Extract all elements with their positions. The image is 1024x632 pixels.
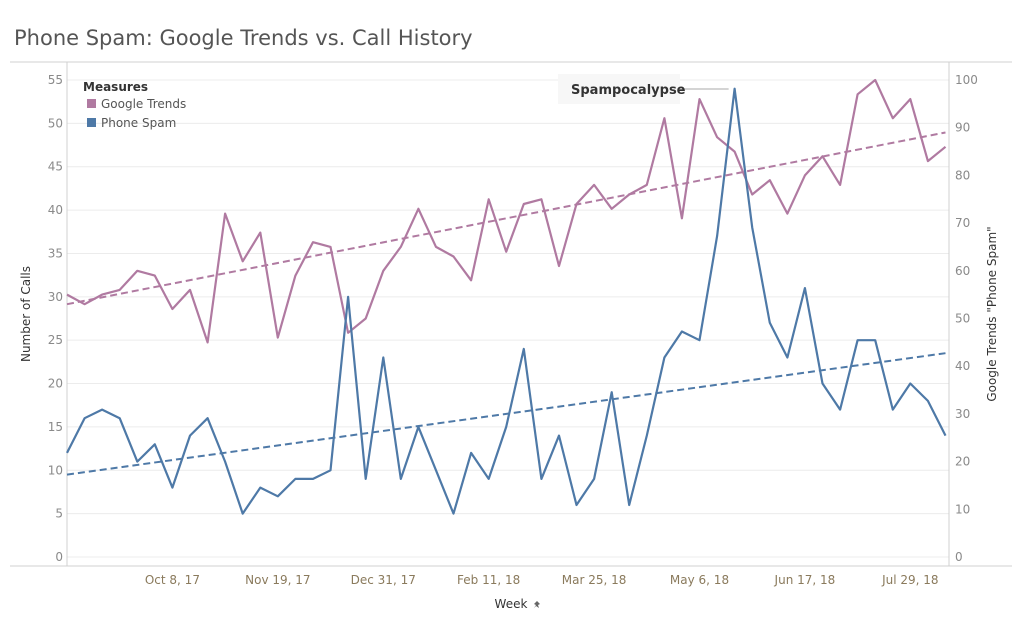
x-tick-label: Jun 17, 18 <box>774 573 836 587</box>
legend-swatch-phone-spam <box>87 118 96 127</box>
y-right-tick-label: 100 <box>955 73 978 87</box>
y-right-tick-label: 20 <box>955 455 970 469</box>
annotation: Spampocalypse <box>558 74 729 104</box>
y-left-tick-label: 15 <box>48 420 63 434</box>
legend-title: Measures <box>83 80 148 94</box>
y-right-tick-label: 10 <box>955 502 970 516</box>
gridlines <box>67 79 949 558</box>
y-left-tick-label: 20 <box>48 377 63 391</box>
y-left-tick-label: 30 <box>48 290 63 304</box>
legend-label-google-trends: Google Trends <box>101 97 186 111</box>
legend-item-phone-spam[interactable]: Phone Spam <box>87 116 176 130</box>
y-right-tick-label: 60 <box>955 264 970 278</box>
y-right-tick-label: 90 <box>955 121 970 135</box>
x-tick-label: May 6, 18 <box>670 573 729 587</box>
chart-title: Phone Spam: Google Trends vs. Call Histo… <box>14 26 473 50</box>
x-tick-label: Nov 19, 17 <box>245 573 310 587</box>
y-right-tick-label: 80 <box>955 168 970 182</box>
y-right-tick-label: 0 <box>955 550 963 564</box>
y-left-tick-label: 50 <box>48 116 63 130</box>
y-right-tick-label: 30 <box>955 407 970 421</box>
legend-swatch-google-trends <box>87 99 96 108</box>
x-tick-label: Jul 29, 18 <box>881 573 938 587</box>
x-axis-title: Week <box>495 597 528 611</box>
y-left-tick-label: 45 <box>48 160 63 174</box>
right-axis-ticks: 0 10 20 30 40 50 60 70 80 90 100 <box>955 73 978 564</box>
series-lines <box>66 78 947 515</box>
y-left-tick-label: 35 <box>48 246 63 260</box>
x-tick-label: Dec 31, 17 <box>351 573 416 587</box>
legend-label-phone-spam: Phone Spam <box>101 116 176 130</box>
trendlines <box>66 131 946 476</box>
legend-item-google-trends[interactable]: Google Trends <box>87 97 186 111</box>
series-line-phone-spam[interactable] <box>66 87 947 515</box>
y-right-tick-label: 50 <box>955 312 970 326</box>
x-axis-ticks: Oct 8, 17 Nov 19, 17 Dec 31, 17 Feb 11, 18 M… <box>145 573 939 587</box>
y-left-tick-label: 40 <box>48 203 63 217</box>
annotation-box <box>558 74 680 104</box>
y-left-tick-label: 0 <box>55 550 63 564</box>
x-tick-label: Mar 25, 18 <box>562 573 627 587</box>
y-left-tick-label: 5 <box>55 507 63 521</box>
y-left-tick-label: 25 <box>48 333 63 347</box>
y-left-tick-label: 10 <box>48 463 63 477</box>
trendline-phone-spam <box>66 352 946 476</box>
trendline-google-trends <box>66 131 946 306</box>
pin-icon <box>533 601 540 609</box>
y-right-tick-label: 40 <box>955 359 970 373</box>
series-line-google-trends[interactable] <box>66 78 947 344</box>
left-axis-title: Number of Calls <box>19 266 33 362</box>
x-tick-label: Feb 11, 18 <box>457 573 520 587</box>
y-left-tick-label: 55 <box>48 73 63 87</box>
y-right-tick-label: 70 <box>955 216 970 230</box>
annotation-label: Spampocalypse <box>571 83 686 98</box>
plot-frame <box>10 61 1012 567</box>
legend: Measures Google Trends Phone Spam <box>83 80 186 130</box>
x-tick-label: Oct 8, 17 <box>145 573 200 587</box>
left-axis-ticks: 0 5 10 15 20 25 30 35 40 45 50 55 <box>48 73 63 564</box>
right-axis-title: Google Trends "Phone Spam" <box>985 226 999 401</box>
